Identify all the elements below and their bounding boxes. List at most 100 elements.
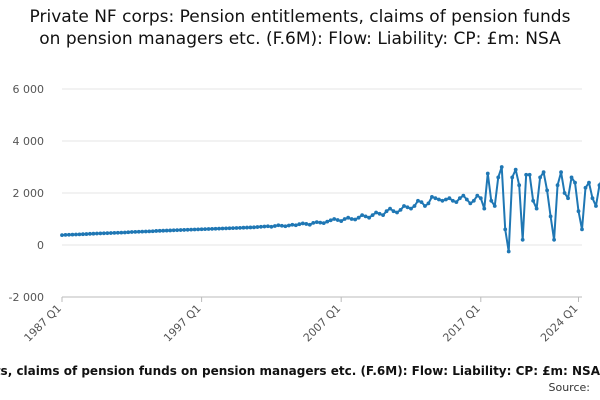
data-point [485, 171, 490, 176]
data-point [224, 226, 228, 231]
data-point [276, 223, 281, 228]
data-point [182, 228, 187, 232]
data-point [437, 197, 441, 202]
data-point [489, 198, 494, 203]
data-point [576, 209, 581, 214]
data-point [307, 222, 312, 227]
data-point [129, 230, 134, 234]
data-point [272, 224, 277, 228]
data-point [164, 228, 169, 233]
data-point [119, 230, 124, 235]
data-point [416, 198, 420, 203]
data-point [293, 223, 298, 228]
data-point [409, 206, 413, 211]
data-point [297, 222, 302, 227]
data-point [559, 170, 563, 175]
data-point [492, 204, 497, 208]
data-point [332, 217, 337, 221]
data-point [548, 214, 553, 219]
data-point [538, 175, 543, 180]
x-tick-label: 2024 Q1 [538, 302, 581, 345]
data-point [381, 213, 385, 218]
data-point [133, 229, 138, 234]
data-point [566, 196, 570, 201]
x-axis: 1987 Q1 1997 Q1 2007 Q1 2017 Q1 2024 Q1 [22, 296, 582, 345]
data-point [213, 226, 218, 231]
data-point [98, 231, 103, 236]
chart-title: Private NF corps: Pension entitlements, … [29, 7, 571, 49]
data-point [325, 219, 330, 224]
data-point [203, 227, 207, 232]
data-point [377, 211, 382, 216]
data-point [440, 198, 445, 203]
data-point [147, 229, 152, 234]
data-point [91, 231, 96, 236]
data-point [175, 228, 180, 233]
data-point [555, 183, 560, 188]
data-point [541, 170, 546, 175]
data-point [321, 221, 326, 226]
data-point [314, 220, 319, 225]
data-point [391, 209, 396, 214]
data-point [143, 229, 148, 234]
data-point [70, 232, 75, 237]
data-point [367, 215, 372, 220]
x-tick-label: 1997 Q1 [161, 302, 204, 345]
data-point [503, 227, 508, 232]
data-point [374, 210, 378, 215]
source-label: Source: [548, 381, 591, 394]
data-point [95, 231, 99, 236]
data-point [513, 167, 518, 172]
data-point [482, 206, 487, 211]
series-caption-text: Private NF corps: Pension entitlements, … [0, 364, 600, 378]
data-point [520, 237, 525, 242]
data-point [545, 188, 549, 193]
data-point [360, 213, 365, 218]
data-point [499, 165, 504, 169]
data-point [531, 198, 536, 203]
y-tick-label: 6 000 [13, 83, 45, 96]
data-point [590, 196, 595, 201]
data-point [506, 249, 511, 254]
data-point [220, 226, 225, 231]
data-point [279, 223, 284, 228]
data-point [210, 226, 214, 231]
data-point [300, 221, 305, 226]
data-point [168, 228, 173, 233]
y-tick-label: -2 000 [9, 291, 44, 304]
data-point [199, 227, 204, 232]
data-point [370, 213, 375, 218]
data-point [342, 217, 347, 221]
data-point [339, 219, 344, 223]
data-point [524, 172, 529, 177]
data-point [552, 237, 556, 242]
data-point [101, 231, 106, 236]
data-point [231, 226, 235, 231]
data-point [241, 225, 246, 230]
data-point [583, 185, 588, 190]
data-point [335, 218, 340, 222]
data-point [136, 229, 141, 234]
data-point [349, 217, 354, 221]
y-tick-label: 2 000 [13, 187, 45, 200]
data-point [171, 228, 176, 233]
data-point [185, 227, 190, 232]
x-tick-label: 1987 Q1 [22, 302, 65, 345]
data-point [423, 204, 427, 208]
x-tick-label: 2007 Q1 [301, 302, 344, 345]
data-point [115, 230, 120, 235]
data-point [234, 226, 239, 230]
data-point [255, 225, 260, 229]
data-point [384, 209, 389, 214]
data-point [248, 225, 253, 230]
data-point [286, 223, 291, 228]
data-point [63, 232, 68, 237]
data-point [67, 232, 71, 237]
data-point [517, 183, 522, 188]
data-point [433, 196, 438, 201]
y-tick-label: 0 [37, 239, 44, 252]
data-point [189, 227, 194, 232]
data-point [426, 201, 431, 206]
x-tick-label: 2017 Q1 [440, 302, 483, 345]
